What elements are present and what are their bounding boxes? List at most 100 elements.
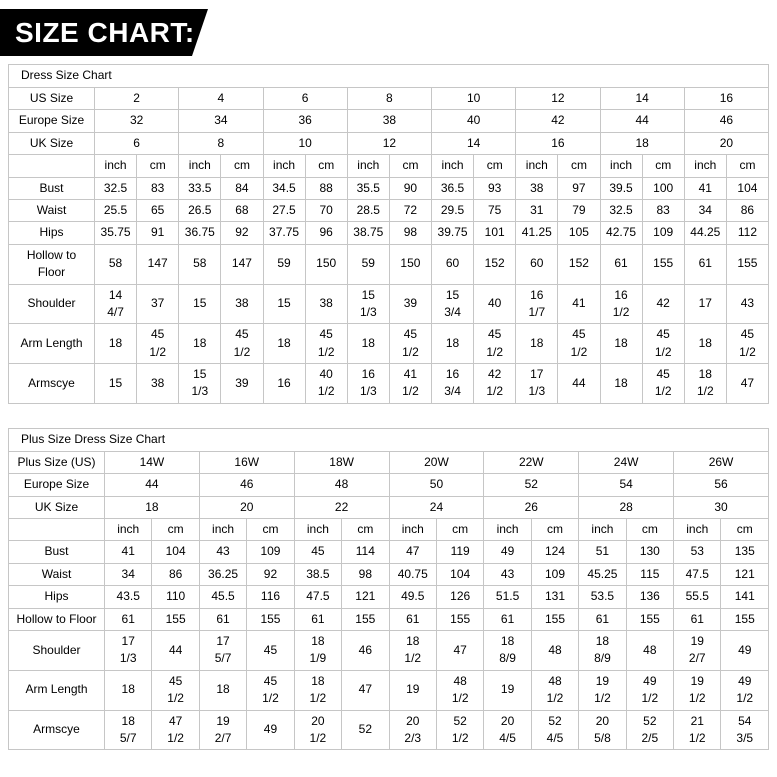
size-value: 54: [578, 473, 675, 497]
measure-value: 18: [599, 363, 643, 404]
measure-value: 20 2/3: [388, 709, 437, 751]
row-label: Hollow to Floor: [8, 607, 105, 631]
measure-value: 121: [341, 585, 390, 609]
measure-value: 19: [483, 669, 532, 711]
measure-value: 51.5: [483, 585, 532, 609]
measure-value: 45: [293, 540, 343, 564]
measure-value: 45 1/2: [246, 669, 295, 711]
measure-value: 39: [220, 363, 264, 404]
measure-value: 98: [341, 562, 390, 587]
unit-header: cm: [725, 154, 770, 178]
row-label: UK Size: [8, 495, 105, 520]
measure-value: 38: [304, 283, 348, 325]
unit-header: inch: [293, 518, 343, 542]
unit-header: cm: [136, 154, 180, 178]
measure-value: 45 1/2: [304, 323, 348, 365]
size-value: 36: [262, 109, 348, 133]
measure-value: 155: [341, 607, 390, 631]
unit-header: inch: [103, 518, 153, 542]
size-value: 26: [483, 495, 580, 520]
size-value: 28: [578, 495, 675, 520]
measure-value: 21 1/2: [673, 709, 722, 751]
row-label: US Size: [8, 86, 95, 111]
measure-value: 52 1/2: [435, 709, 485, 751]
measure-value: 15: [262, 283, 306, 325]
measure-value: 68: [220, 198, 264, 223]
measure-value: 61: [198, 607, 248, 631]
measure-value: 26.5: [178, 198, 222, 223]
measure-value: 45 1/2: [388, 323, 433, 365]
measure-value: 119: [435, 540, 485, 564]
page-title: SIZE CHART:: [15, 16, 195, 48]
measure-value: 16 1/3: [346, 363, 390, 404]
measure-value: 70: [304, 198, 348, 223]
measure-value: 47.5: [293, 585, 343, 609]
measure-value: 49: [483, 540, 532, 564]
measure-value: 93: [473, 176, 517, 200]
measure-value: 109: [530, 562, 580, 587]
measure-value: 18 1/9: [293, 629, 343, 671]
unit-header: cm: [473, 154, 517, 178]
measure-value: 47 1/2: [151, 709, 200, 751]
measure-value: 18: [198, 669, 248, 711]
measure-value: 44.25: [683, 221, 727, 245]
table-title: Dress Size Chart: [8, 64, 769, 88]
measure-value: 35.75: [93, 221, 138, 245]
measure-value: 44: [151, 629, 200, 671]
measure-value: 49 1/2: [625, 669, 675, 711]
measure-value: 19 1/2: [673, 669, 722, 711]
measure-value: 45.5: [198, 585, 248, 609]
measure-value: 96: [304, 221, 348, 245]
measure-value: 116: [246, 585, 295, 609]
measure-value: 36.75: [178, 221, 222, 245]
measure-value: 155: [641, 243, 685, 285]
measure-value: 109: [641, 221, 685, 245]
measure-value: 100: [641, 176, 685, 200]
unit-header: cm: [220, 154, 264, 178]
size-value: 40: [430, 109, 517, 133]
measure-value: 39: [388, 283, 433, 325]
size-value: 20W: [388, 450, 485, 475]
measure-value: 37: [136, 283, 180, 325]
measure-value: 18: [346, 323, 390, 365]
table-title: Plus Size Dress Size Chart: [8, 427, 769, 452]
measure-value: 45 1/2: [136, 323, 180, 365]
measure-value: 124: [530, 540, 580, 564]
size-value: 38: [346, 109, 433, 133]
size-value: 18: [104, 495, 200, 520]
measure-value: 16 3/4: [430, 363, 475, 404]
measure-value: 131: [530, 585, 580, 609]
size-value: 14W: [104, 450, 200, 475]
measure-value: 83: [136, 176, 180, 200]
measure-value: 18 1/2: [388, 629, 437, 671]
measure-value: 98: [388, 221, 433, 245]
size-value: 56: [673, 473, 769, 497]
measure-value: 61: [293, 607, 343, 631]
size-value: 34: [178, 109, 264, 133]
measure-value: 18: [430, 323, 475, 365]
measure-value: 16: [262, 363, 306, 404]
measure-value: 150: [304, 243, 348, 285]
measure-value: 104: [151, 540, 200, 564]
size-value: 42: [515, 109, 601, 133]
measure-value: 39.75: [430, 221, 475, 245]
row-label: Europe Size: [8, 109, 95, 133]
measure-value: 38.5: [293, 562, 343, 587]
measure-value: 65: [136, 198, 180, 223]
size-value: 24W: [578, 450, 675, 475]
size-value: 14: [599, 86, 685, 111]
measure-value: 114: [341, 540, 390, 564]
measure-value: 49: [720, 629, 769, 671]
measure-value: 42.75: [599, 221, 643, 245]
size-value: 20: [198, 495, 295, 520]
measure-value: 58: [178, 243, 222, 285]
measure-value: 48: [625, 629, 675, 671]
measure-value: 32.5: [599, 198, 643, 223]
unit-header: inch: [178, 154, 222, 178]
measure-value: 25.5: [93, 198, 138, 223]
size-value: 2: [93, 86, 180, 111]
measure-value: 60: [430, 243, 475, 285]
measure-value: 47.5: [673, 562, 722, 587]
measure-value: 52: [341, 709, 390, 751]
measure-value: 47: [435, 629, 485, 671]
